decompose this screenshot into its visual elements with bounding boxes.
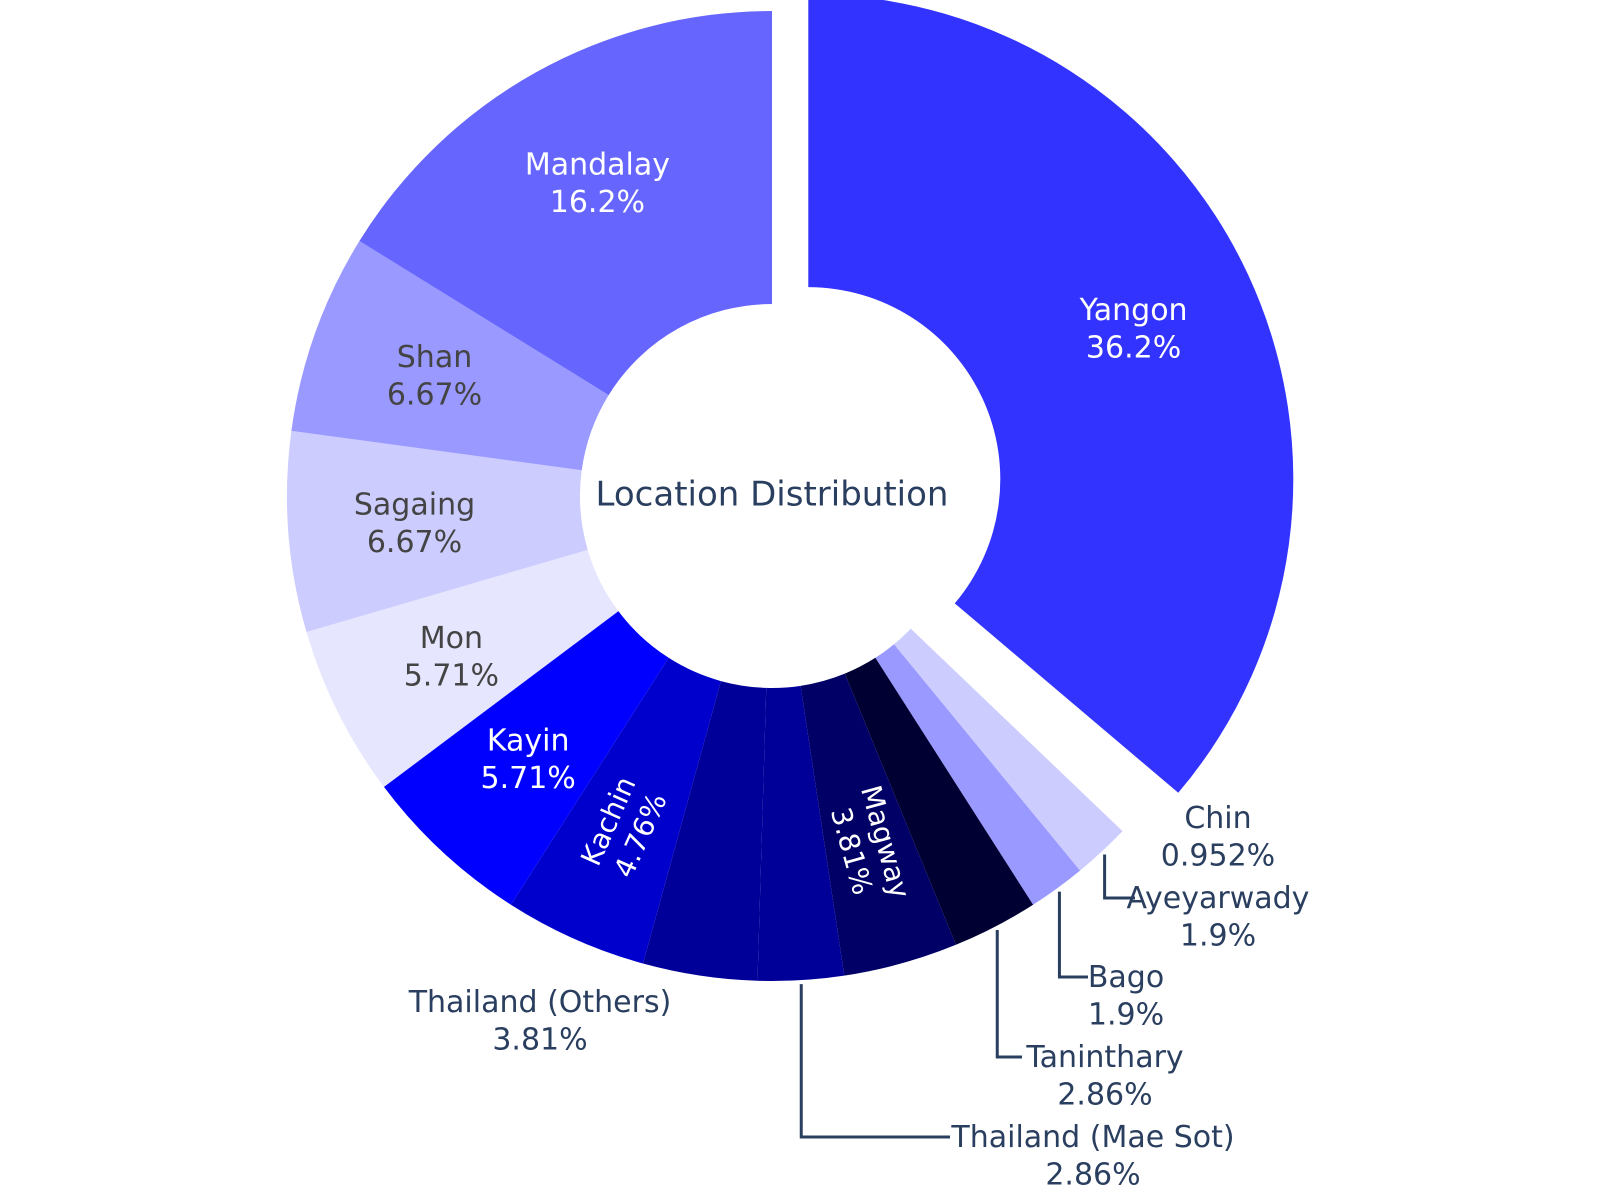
slice-yangon[interactable] — [808, 0, 1294, 793]
slice-shan[interactable] — [291, 241, 609, 471]
slice-label-thailand-others: Thailand (Others) 3.81% — [408, 985, 672, 1058]
leader-line-bago — [1057, 891, 1088, 979]
slice-label-chin: Chin 0.952% — [1161, 801, 1275, 874]
slice-mon[interactable] — [306, 549, 619, 787]
slice-label-mandalay: Mandalay 16.2% — [525, 148, 670, 221]
slice-kayin[interactable] — [383, 611, 669, 905]
slice-label-yangon: Yangon 36.2% — [1079, 293, 1188, 366]
slice-label-ayeyarwady: Ayeyarwady 1.9% — [1127, 881, 1310, 954]
slice-chin[interactable] — [910, 620, 1142, 832]
slice-ayeyarwady[interactable] — [893, 628, 1123, 871]
center-label: Location Distribution — [596, 475, 949, 515]
leader-line-ayeyarwady — [1103, 854, 1135, 900]
leader-line-thailand-mae-sot — [799, 984, 950, 1139]
slice-label-bago: Bago 1.9% — [1088, 960, 1164, 1033]
slice-sagaing[interactable] — [287, 430, 588, 633]
slice-taninthary[interactable] — [844, 657, 1034, 945]
slice-label-thailand-mae-sot: Thailand (Mae Sot) 2.86% — [950, 1120, 1234, 1193]
slice-label-sagaing: Sagaing 6.67% — [354, 488, 475, 561]
slice-thailand-others[interactable] — [642, 681, 767, 981]
slice-thailand-mae-sot[interactable] — [757, 685, 845, 982]
slice-kachin[interactable] — [510, 657, 721, 964]
leader-line-taninthary — [995, 930, 1022, 1059]
slice-label-shan: Shan 6.67% — [387, 340, 482, 413]
leader-lines-layer — [799, 854, 1135, 1139]
slice-magway[interactable] — [800, 673, 956, 976]
slice-label-kayin: Kayin 5.71% — [481, 724, 576, 797]
slices-layer — [287, 0, 1294, 982]
slice-bago[interactable] — [875, 644, 1081, 905]
slice-mandalay[interactable] — [359, 11, 772, 396]
slice-label-mon: Mon 5.71% — [404, 621, 499, 694]
slice-label-taninthary: Taninthary 2.86% — [1025, 1040, 1183, 1113]
